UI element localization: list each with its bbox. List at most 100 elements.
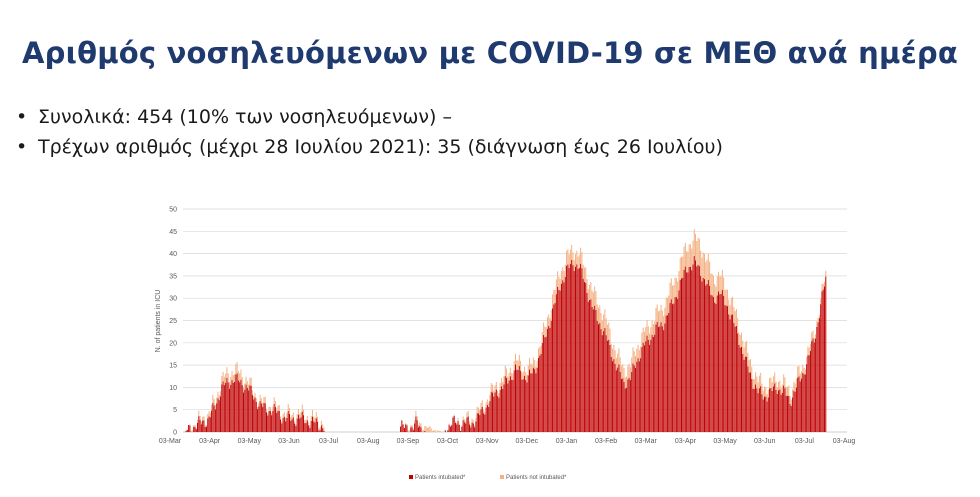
bar-not-intubated <box>599 305 601 324</box>
bar-not-intubated <box>688 244 690 267</box>
bar-not-intubated <box>322 424 324 429</box>
bar-not-intubated <box>411 424 413 428</box>
bar-not-intubated <box>530 363 532 374</box>
bar-not-intubated <box>821 283 823 292</box>
bar-intubated <box>622 378 624 432</box>
bar-not-intubated <box>273 397 275 404</box>
bar-intubated <box>419 425 421 432</box>
bar-intubated <box>447 430 449 432</box>
bar-not-intubated <box>724 289 726 306</box>
bar-intubated <box>816 326 818 432</box>
bar-not-intubated <box>743 347 745 360</box>
bar-not-intubated <box>253 396 255 400</box>
bar-intubated <box>502 388 504 432</box>
bar-not-intubated <box>774 372 776 384</box>
bar-not-intubated <box>744 342 746 357</box>
bar-not-intubated <box>631 357 633 372</box>
bar-not-intubated <box>195 428 197 430</box>
bar-intubated <box>792 397 794 432</box>
bar-not-intubated <box>714 284 716 303</box>
bar-not-intubated <box>793 381 795 391</box>
bar-not-intubated <box>785 386 787 396</box>
bar-not-intubated <box>799 373 801 382</box>
y-axis-ticks: 0 5 10 15 20 25 30 35 40 45 50 <box>169 207 177 437</box>
bar-intubated <box>288 413 290 432</box>
bar-not-intubated <box>557 271 559 287</box>
bar-not-intubated <box>678 271 680 291</box>
bar-intubated <box>747 366 749 432</box>
bar-intubated <box>714 302 716 432</box>
bar-intubated <box>758 388 760 432</box>
bar-intubated <box>666 315 668 432</box>
bar-not-intubated <box>817 317 819 323</box>
bar-intubated <box>267 415 269 432</box>
bar-intubated <box>483 413 485 432</box>
bar-not-intubated <box>548 314 550 326</box>
bar-not-intubated <box>529 358 531 370</box>
bar-not-intubated <box>672 285 674 305</box>
bar-intubated <box>230 384 232 432</box>
bar-not-intubated <box>638 350 640 362</box>
bar-not-intubated <box>263 396 265 404</box>
x-tick-label: 03-Aug <box>357 438 380 445</box>
bar-intubated <box>753 388 755 432</box>
bar-intubated <box>749 372 751 432</box>
bar-intubated <box>804 374 806 432</box>
bar-intubated <box>700 275 702 432</box>
bar-not-intubated <box>304 420 306 424</box>
bar-not-intubated <box>420 423 422 428</box>
bar-not-intubated <box>260 398 262 404</box>
bar-intubated <box>689 266 691 432</box>
x-tick-label: 03-Jun <box>278 438 300 445</box>
bar-not-intubated <box>433 430 435 432</box>
bar-intubated <box>567 264 569 432</box>
bar-intubated <box>453 415 455 432</box>
bar-not-intubated <box>541 332 543 343</box>
bar-intubated <box>762 399 764 432</box>
bar-intubated <box>507 383 509 432</box>
bar-not-intubated <box>802 364 804 373</box>
bar-not-intubated <box>303 409 305 416</box>
bar-intubated <box>673 303 675 432</box>
bar-not-intubated <box>614 350 616 364</box>
bar-not-intubated <box>489 394 491 401</box>
bar-not-intubated <box>649 333 651 345</box>
bar-not-intubated <box>277 405 279 411</box>
bar-not-intubated <box>624 377 626 389</box>
bar-intubated <box>526 382 528 432</box>
bar-not-intubated <box>664 307 666 324</box>
bar-not-intubated <box>655 307 657 325</box>
bar-intubated <box>498 397 500 432</box>
bar-intubated <box>550 320 552 432</box>
bar-not-intubated <box>820 298 822 305</box>
bar-intubated <box>318 430 320 432</box>
bar-intubated <box>535 373 537 432</box>
bar-intubated <box>674 297 676 432</box>
y-tick-label: 20 <box>169 340 177 347</box>
bar-intubated <box>679 279 681 432</box>
bar-intubated <box>403 427 405 432</box>
bar-intubated <box>693 256 695 432</box>
bar-intubated <box>296 418 298 432</box>
bar-intubated <box>612 361 614 432</box>
bar-not-intubated <box>480 402 482 410</box>
bar-not-intubated <box>497 390 499 396</box>
bar-not-intubated <box>494 385 496 393</box>
bar-intubated <box>258 406 260 432</box>
bar-intubated <box>516 369 518 432</box>
bar-not-intubated <box>218 395 220 401</box>
bar-not-intubated <box>314 417 316 423</box>
bar-intubated <box>523 375 525 432</box>
bar-intubated <box>695 260 697 432</box>
bar-intubated <box>268 410 270 432</box>
bar-intubated <box>197 422 199 432</box>
bar-not-intubated <box>437 430 439 432</box>
bar-not-intubated <box>806 357 808 365</box>
bar-intubated <box>798 376 800 432</box>
bar-intubated <box>231 380 233 432</box>
bar-not-intubated <box>564 264 566 278</box>
bar-not-intubated <box>227 373 229 383</box>
bar-intubated <box>512 379 514 432</box>
bar-not-intubated <box>660 304 662 323</box>
bar-not-intubated <box>585 267 587 283</box>
